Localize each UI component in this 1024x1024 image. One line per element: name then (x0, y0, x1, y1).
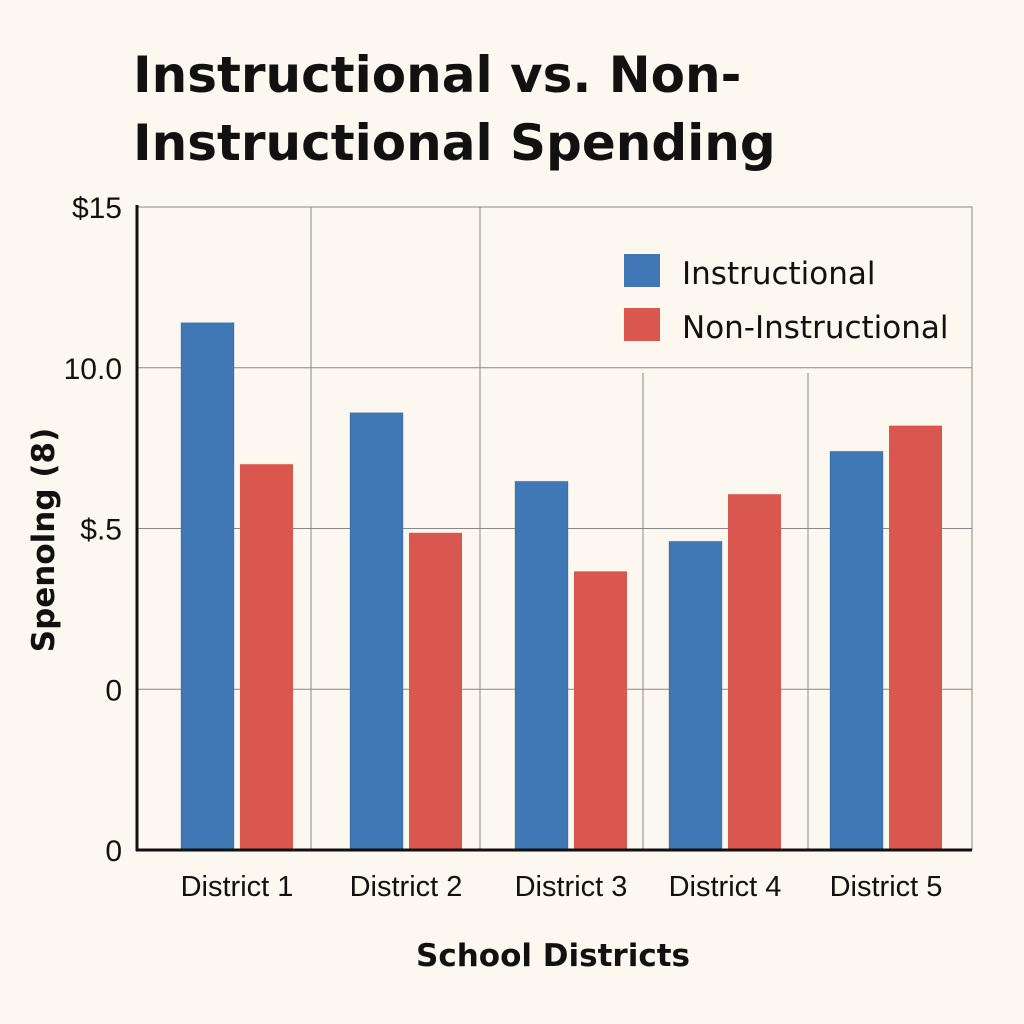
y-tick-label: $.5 (80, 514, 122, 547)
legend-label-instructional: Instructional (682, 256, 876, 292)
bar-instructional-district-4 (668, 540, 723, 851)
x-tick-label: District 2 (350, 871, 463, 903)
bar-non-instructional-district-1 (240, 464, 293, 850)
bar-non-instructional-district-5 (889, 425, 942, 850)
y-tick-label: 10.0 (64, 353, 122, 386)
y-tick-label: $15 (72, 192, 122, 225)
x-tick-label: District 5 (830, 871, 943, 903)
bar-non-instructional-district-4 (728, 494, 781, 850)
bar-instructional-district-2 (349, 412, 404, 851)
bar-non-instructional-district-3 (574, 571, 627, 850)
legend: Instructional Non-Instructional (624, 254, 949, 346)
legend-label-non-instructional: Non-Instructional (682, 310, 949, 346)
y-axis-label: Spenolng (8) (26, 428, 62, 653)
chart-title-line-2: Instructional Spending (133, 114, 776, 172)
x-tick-label: District 4 (669, 871, 782, 903)
y-tick-label: 0 (105, 674, 122, 707)
y-tick-label: 0 (105, 835, 122, 868)
legend-swatch-non-instructional (624, 308, 660, 341)
legend-swatch-instructional (624, 254, 660, 287)
y-tick-labels: 0 0 $.5 10.0 $15 (64, 192, 122, 868)
chart-title-line-1: Instructional vs. Non- (133, 46, 741, 104)
bar-instructional-district-5 (829, 450, 884, 851)
bar-instructional-district-3 (514, 480, 569, 851)
x-tick-label: District 1 (181, 871, 294, 903)
x-tick-labels: District 1 District 2 District 3 District 4… (181, 871, 943, 903)
bar-non-instructional-district-2 (409, 532, 462, 850)
x-tick-label: District 3 (515, 871, 628, 903)
bars (180, 322, 942, 851)
x-axis-label: School Districts (416, 938, 690, 974)
bar-instructional-district-1 (180, 322, 235, 851)
